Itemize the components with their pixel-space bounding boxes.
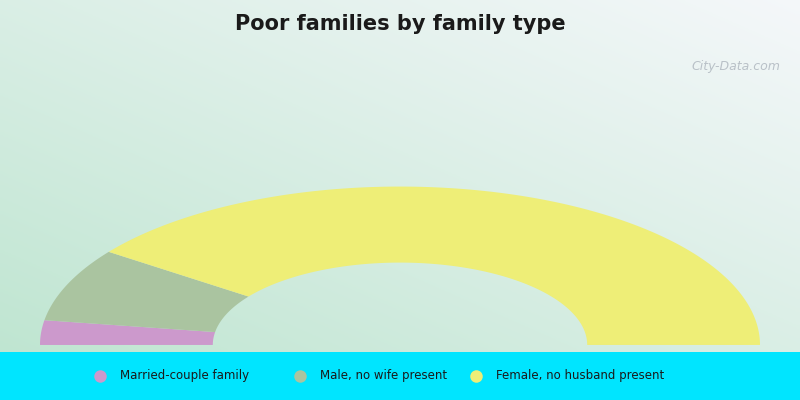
Polygon shape <box>109 186 760 345</box>
Polygon shape <box>40 320 215 345</box>
Text: City-Data.com: City-Data.com <box>691 60 780 73</box>
Text: Married-couple family: Married-couple family <box>120 370 249 382</box>
Polygon shape <box>45 252 249 332</box>
Text: Male, no wife present: Male, no wife present <box>320 370 447 382</box>
Text: Female, no husband present: Female, no husband present <box>496 370 664 382</box>
Text: Poor families by family type: Poor families by family type <box>234 14 566 34</box>
